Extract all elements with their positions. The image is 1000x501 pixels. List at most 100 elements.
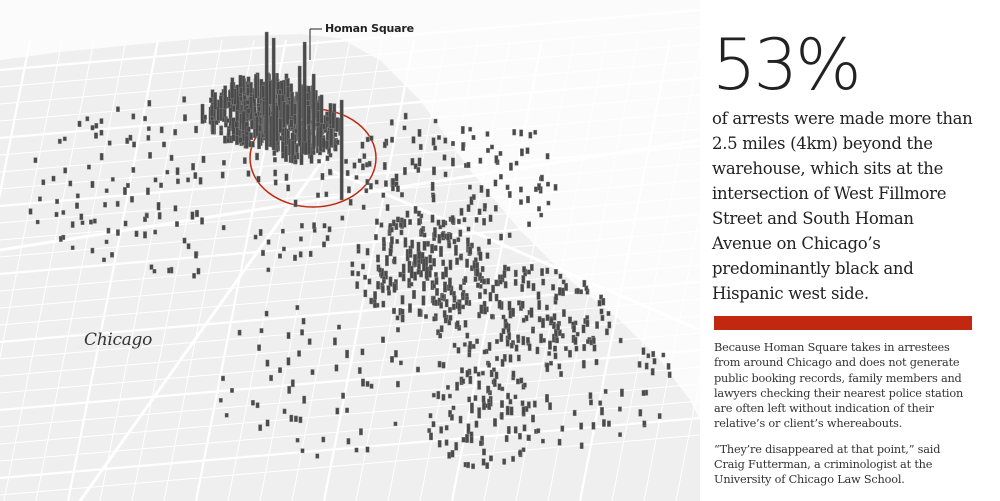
arrest-bar — [457, 302, 462, 312]
arrest-bar — [115, 229, 120, 236]
arrest-bar — [461, 304, 465, 310]
arrest-bar — [335, 139, 340, 145]
arrest-bar — [327, 226, 332, 233]
arrest-bar — [339, 99, 344, 201]
arrest-bar — [581, 324, 586, 334]
arrest-bar — [409, 282, 414, 287]
arrest-bar — [192, 273, 196, 279]
arrest-bar — [169, 154, 174, 161]
arrest-bar — [465, 370, 470, 378]
arrest-bar — [520, 400, 525, 407]
arrest-bar — [320, 172, 325, 181]
arrest-bar — [536, 428, 541, 434]
arrest-bar — [482, 278, 486, 285]
arrest-bar — [389, 119, 394, 126]
arrest-bar — [421, 295, 426, 306]
arrest-bar — [391, 178, 395, 186]
arrest-bar — [417, 308, 422, 317]
arrest-bar — [355, 281, 360, 290]
arrest-bar — [492, 378, 497, 387]
arrest-bar — [471, 134, 476, 140]
arrest-bar — [502, 354, 507, 362]
arrest-bar — [482, 349, 487, 355]
arrest-bar — [376, 281, 380, 290]
arrest-bar — [369, 135, 374, 141]
arrest-bar — [463, 276, 468, 283]
arrest-bar — [369, 383, 374, 389]
arrest-bar — [473, 276, 478, 282]
arrest-bar — [527, 343, 532, 351]
arrest-bar — [403, 112, 408, 120]
arrest-bar — [451, 140, 455, 147]
road-line — [322, 39, 416, 501]
arrest-bar — [483, 203, 487, 209]
arrest-bar — [451, 405, 456, 411]
arrest-bar — [165, 169, 170, 175]
arrest-bar — [657, 413, 662, 419]
arrest-bar — [560, 425, 565, 432]
arrest-bar — [441, 219, 446, 228]
arrest-bar — [451, 303, 456, 311]
arrest-bar — [218, 398, 223, 403]
arrest-bar — [295, 305, 300, 311]
arrest-bar — [432, 316, 437, 322]
arrest-bar — [390, 236, 394, 245]
arrest-bar — [480, 266, 485, 273]
arrest-bar — [556, 323, 561, 331]
arrest-bar — [519, 199, 523, 205]
arrest-bar — [471, 194, 476, 200]
arrest-bar — [278, 117, 283, 133]
arrest-bar — [295, 438, 300, 443]
arrest-bar — [494, 155, 499, 164]
arrest-bar — [328, 152, 333, 158]
arrest-bar — [458, 284, 463, 291]
arrest-bar — [123, 220, 128, 227]
arrest-bar — [360, 141, 365, 149]
arrest-bar — [350, 270, 355, 277]
arrest-bar — [398, 271, 403, 278]
road-line — [0, 416, 700, 480]
arrest-bar — [486, 278, 490, 285]
arrest-bar — [382, 141, 387, 149]
arrest-bar — [420, 227, 424, 235]
arrest-bar — [476, 246, 481, 252]
arrest-bar — [255, 115, 259, 137]
arrest-bar — [388, 247, 393, 257]
arrest-bar — [440, 231, 445, 238]
arrest-bar — [198, 177, 203, 185]
arrest-bar — [361, 204, 366, 210]
arrest-bar — [394, 350, 398, 358]
arrest-bar — [509, 342, 514, 349]
arrest-bar — [537, 206, 541, 212]
arrest-bar — [244, 133, 249, 149]
arrest-bar — [367, 278, 372, 285]
arrest-bar — [294, 415, 298, 422]
arrest-bar — [652, 358, 657, 365]
arrest-bar — [58, 235, 63, 242]
arrest-bar — [519, 186, 523, 193]
arrest-bar — [348, 198, 353, 206]
arrest-bar — [553, 352, 558, 360]
arrest-bar — [395, 315, 400, 321]
arrest-bar — [506, 392, 510, 400]
arrest-bar — [28, 208, 33, 215]
arrest-bar — [190, 211, 195, 220]
road-line — [0, 230, 700, 292]
arrest-bar — [57, 138, 62, 144]
arrest-bar — [461, 142, 465, 151]
arrest-bar — [153, 177, 158, 183]
arrest-bar — [381, 192, 386, 198]
arrest-bar — [555, 337, 560, 344]
arrest-bar — [297, 65, 302, 147]
arrest-bar — [322, 223, 327, 229]
arrest-bar — [526, 434, 531, 441]
road-line — [0, 43, 700, 105]
arrest-bar — [452, 295, 457, 301]
arrest-bar — [560, 333, 565, 339]
arrest-bar — [90, 180, 95, 189]
arrest-bar — [403, 237, 408, 248]
arrest-bar — [223, 135, 227, 144]
arrest-bar — [316, 192, 320, 198]
arrest-bar — [581, 359, 586, 369]
arrest-bar — [460, 126, 465, 134]
